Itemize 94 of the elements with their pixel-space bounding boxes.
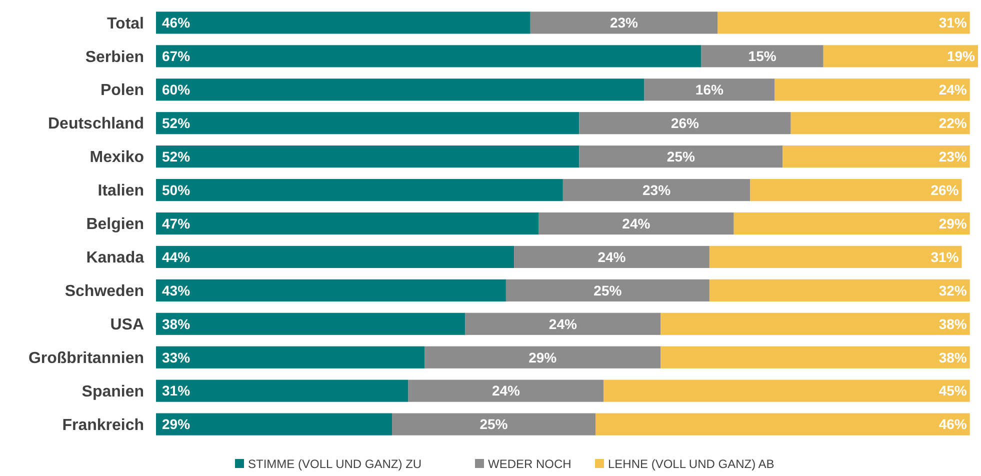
bar [156, 279, 506, 302]
y-tick-label: Polen [100, 82, 144, 100]
bar [156, 45, 702, 68]
bar [156, 312, 466, 335]
data-label: 24% [548, 316, 578, 332]
legend-label: LEHNE (VOLL UND GANZ) AB [608, 457, 774, 471]
bar [660, 346, 970, 368]
data-label: 46% [162, 14, 191, 31]
bar [156, 246, 514, 268]
data-label: 38% [938, 349, 968, 366]
bar [790, 112, 970, 134]
bar [579, 146, 783, 168]
legend-label: STIMME (VOLL UND GANZ) ZU [248, 457, 422, 471]
bar [701, 45, 824, 68]
bar [156, 78, 644, 101]
bar [156, 146, 580, 168]
data-label: 29% [528, 349, 558, 366]
bar [823, 45, 978, 68]
data-label: 47% [162, 215, 191, 232]
bar [156, 12, 530, 34]
data-label: 24% [622, 215, 651, 232]
data-label: 32% [938, 282, 968, 298]
bar [750, 178, 962, 202]
data-label: 31% [938, 14, 968, 31]
data-label: 26% [930, 182, 960, 198]
data-label: 25% [480, 416, 508, 432]
data-label: 23% [938, 148, 968, 164]
data-label: 60% [162, 82, 191, 98]
data-label: 43% [162, 282, 191, 298]
data-label: 24% [938, 82, 968, 98]
bar [782, 146, 970, 168]
bar [156, 413, 392, 436]
data-label: 45% [938, 382, 968, 399]
y-tick-label: Schweden [64, 283, 144, 300]
bar [408, 380, 604, 402]
bar [424, 346, 661, 368]
bar [514, 246, 710, 268]
data-label: 25% [594, 282, 622, 298]
bar [709, 279, 970, 302]
bar [562, 178, 750, 202]
data-label: 29% [162, 416, 191, 432]
y-tick-label: Spanien [82, 383, 144, 400]
y-tick-label: Frankreich [62, 416, 144, 434]
y-tick-label: Kanada [86, 250, 144, 267]
data-label: 29% [938, 215, 968, 232]
data-label: 50% [162, 182, 191, 198]
data-label: 25% [666, 148, 696, 164]
data-label: 33% [162, 349, 191, 366]
bar [579, 112, 791, 134]
data-label: 19% [946, 48, 976, 64]
data-label: 23% [610, 14, 639, 31]
bar [392, 413, 596, 436]
bar [530, 12, 718, 34]
y-tick-label: Großbritannien [28, 350, 144, 367]
data-label: 38% [938, 316, 968, 332]
bar [734, 212, 970, 235]
bar [156, 212, 539, 235]
bar [156, 178, 563, 202]
bar [644, 78, 775, 101]
y-tick-label: Belgien [86, 216, 144, 234]
data-label: 24% [492, 382, 521, 399]
y-tick-label: Italien [98, 182, 144, 200]
data-label: 31% [930, 248, 960, 265]
bar [156, 346, 425, 368]
data-label: 46% [938, 416, 968, 432]
data-label: 52% [162, 148, 191, 164]
bar [156, 380, 408, 402]
bar [595, 413, 970, 436]
bar [709, 246, 962, 268]
y-tick-label: Total [106, 15, 144, 32]
data-label: 67% [162, 48, 191, 64]
data-label: 52% [162, 115, 191, 132]
bar [506, 279, 710, 302]
y-tick-label: Serbien [85, 48, 144, 66]
data-label: 31% [162, 382, 191, 399]
bar [774, 78, 970, 101]
data-label: 38% [162, 316, 191, 332]
bar [465, 312, 661, 335]
data-label: 26% [670, 115, 700, 132]
y-tick-label: Mexiko [90, 149, 144, 166]
data-label: 22% [938, 115, 968, 132]
legend-label: WEDER NOCH [488, 457, 572, 471]
data-label: 16% [695, 82, 724, 98]
data-label: 23% [642, 182, 672, 198]
data-label: 15% [748, 48, 777, 64]
bar [718, 12, 970, 34]
bar [538, 212, 734, 235]
y-tick-label: Deutschland [48, 116, 144, 133]
bar [156, 112, 580, 134]
bar [660, 312, 970, 335]
y-tick-label: USA [110, 316, 144, 334]
data-label: 44% [162, 248, 191, 265]
bar [604, 380, 970, 402]
data-label: 24% [598, 248, 626, 265]
